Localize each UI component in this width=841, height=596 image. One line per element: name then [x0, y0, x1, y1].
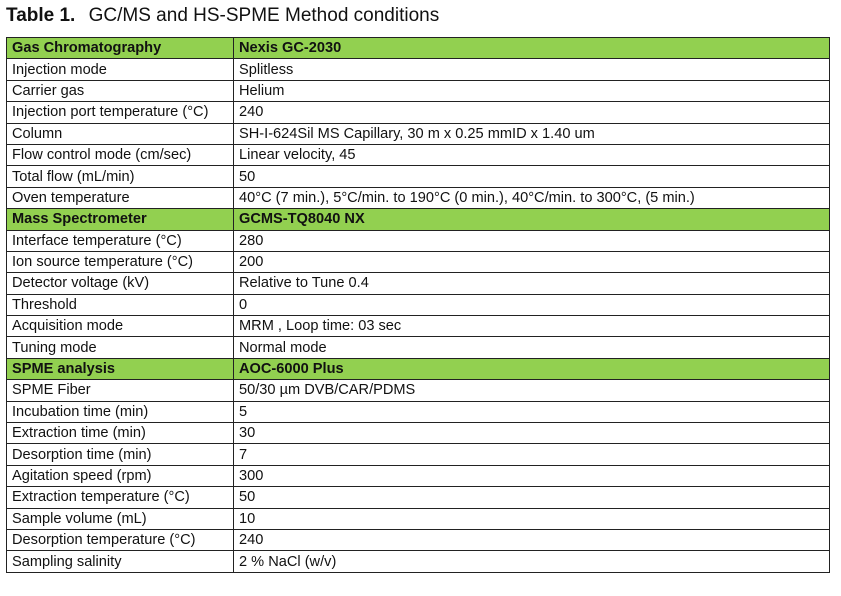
parameter-value: 30	[233, 422, 830, 445]
table-row: Ion source temperature (°C) 200	[6, 250, 830, 274]
parameter-label: Agitation speed (rpm)	[6, 464, 234, 488]
parameter-value: Splitless	[233, 58, 830, 81]
parameter-value: 5	[233, 400, 830, 424]
parameter-label: Extraction temperature (°C)	[6, 486, 234, 509]
parameter-value: 240	[233, 528, 830, 552]
table-row: Flow control mode (cm/sec) Linear velocit…	[6, 143, 830, 167]
parameter-value: 0	[233, 293, 830, 317]
parameter-value: 200	[233, 250, 830, 274]
parameter-label: Ion source temperature (°C)	[6, 250, 234, 274]
section-header-row: Gas Chromatography Nexis GC-2030	[6, 36, 830, 60]
table-row: Incubation time (min) 5	[6, 400, 830, 424]
parameter-label: Threshold	[6, 293, 234, 317]
section-instrument: Nexis GC-2030	[233, 36, 830, 60]
table-row: Injection port temperature (°C) 240	[6, 101, 830, 124]
section-instrument: GCMS-TQ8040 NX	[233, 208, 830, 231]
parameter-value: 7	[233, 443, 830, 466]
parameter-label: Sampling salinity	[6, 550, 234, 573]
section-header-row: Mass Spectrometer GCMS-TQ8040 NX	[6, 208, 830, 231]
table-row: Column SH-I-624Sil MS Capillary, 30 m x 0…	[6, 122, 830, 145]
parameter-label: SPME Fiber	[6, 379, 234, 402]
parameter-value: 2 % NaCl (w/v)	[233, 550, 830, 573]
parameter-value: Normal mode	[233, 336, 830, 359]
parameter-label: Oven temperature	[6, 186, 234, 210]
parameter-value: MRM , Loop time: 03 sec	[233, 315, 830, 338]
parameter-label: Incubation time (min)	[6, 400, 234, 424]
parameter-label: Injection mode	[6, 58, 234, 81]
parameter-label: Column	[6, 122, 234, 145]
table-caption: Table 1. GC/MS and HS-SPME Method condit…	[6, 5, 439, 27]
table-row: Extraction time (min) 30	[6, 422, 830, 445]
parameter-label: Extraction time (min)	[6, 422, 234, 445]
parameter-label: Desorption time (min)	[6, 443, 234, 466]
parameter-label: Desorption temperature (°C)	[6, 528, 234, 552]
table-row: Total flow (mL/min) 50	[6, 165, 830, 188]
table-row: Desorption time (min) 7	[6, 443, 830, 466]
table-row: Threshold 0	[6, 293, 830, 317]
parameter-value: Relative to Tune 0.4	[233, 272, 830, 295]
parameter-label: Flow control mode (cm/sec)	[6, 143, 234, 167]
table-title: GC/MS and HS-SPME Method conditions	[88, 5, 440, 26]
parameter-value: 50	[233, 486, 830, 509]
parameter-label: Interface temperature (°C)	[6, 229, 234, 252]
parameter-value: 50/30 µm DVB/CAR/PDMS	[233, 379, 830, 402]
method-conditions-table: Gas Chromatography Nexis GC-2030 Injection…	[6, 36, 830, 573]
table-row: Oven temperature 40°C (7 min.), 5°C/min. …	[6, 186, 830, 210]
parameter-value: SH-I-624Sil MS Capillary, 30 m x 0.25 mm…	[233, 122, 830, 145]
table-row: Carrier gas Helium	[6, 79, 830, 103]
table-number: Table 1.	[6, 5, 76, 26]
table-row: Desorption temperature (°C) 240	[6, 528, 830, 552]
parameter-value: 300	[233, 464, 830, 488]
table-row: Agitation speed (rpm) 300	[6, 464, 830, 488]
parameter-label: Acquisition mode	[6, 315, 234, 338]
parameter-label: Detector voltage (kV)	[6, 272, 234, 295]
parameter-value: 10	[233, 507, 830, 530]
section-label: Gas Chromatography	[6, 36, 234, 60]
table-body: Gas Chromatography Nexis GC-2030 Injection…	[6, 36, 830, 573]
parameter-label: Tuning mode	[6, 336, 234, 359]
parameter-label: Total flow (mL/min)	[6, 165, 234, 188]
table-row: Sample volume (mL) 10	[6, 507, 830, 530]
parameter-value: 280	[233, 229, 830, 252]
table-row: Injection mode Splitless	[6, 58, 830, 81]
parameter-value: 240	[233, 101, 830, 124]
parameter-value: Linear velocity, 45	[233, 143, 830, 167]
parameter-value: Helium	[233, 79, 830, 103]
section-label: Mass Spectrometer	[6, 208, 234, 231]
table-row: SPME Fiber 50/30 µm DVB/CAR/PDMS	[6, 379, 830, 402]
table-row: Sampling salinity 2 % NaCl (w/v)	[6, 550, 830, 573]
parameter-label: Carrier gas	[6, 79, 234, 103]
section-header-row: SPME analysis AOC-6000 Plus	[6, 357, 830, 381]
table-row: Interface temperature (°C) 280	[6, 229, 830, 252]
parameter-value: 40°C (7 min.), 5°C/min. to 190°C (0 min.…	[233, 186, 830, 210]
table-row: Tuning mode Normal mode	[6, 336, 830, 359]
table-row: Detector voltage (kV) Relative to Tune 0.…	[6, 272, 830, 295]
section-label: SPME analysis	[6, 357, 234, 381]
parameter-value: 50	[233, 165, 830, 188]
parameter-label: Sample volume (mL)	[6, 507, 234, 530]
section-instrument: AOC-6000 Plus	[233, 357, 830, 381]
parameter-label: Injection port temperature (°C)	[6, 101, 234, 124]
table-row: Acquisition mode MRM , Loop time: 03 sec	[6, 315, 830, 338]
table-row: Extraction temperature (°C) 50	[6, 486, 830, 509]
